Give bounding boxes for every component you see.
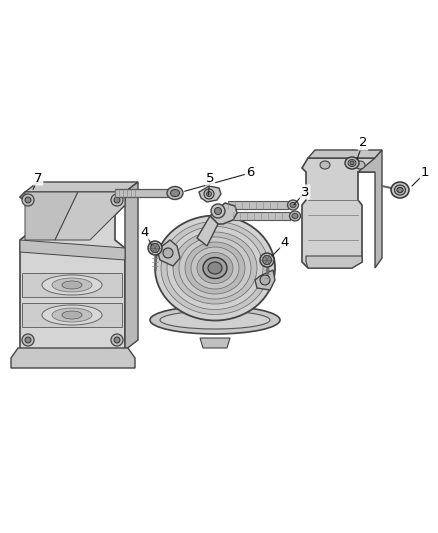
Polygon shape [25,182,138,192]
Ellipse shape [260,275,270,285]
Text: 7: 7 [34,172,42,184]
Text: 4: 4 [281,237,289,249]
Ellipse shape [62,311,82,319]
Ellipse shape [111,194,123,206]
Ellipse shape [167,227,263,310]
Polygon shape [228,201,288,209]
Ellipse shape [206,191,212,197]
Ellipse shape [111,334,123,346]
Polygon shape [125,182,138,350]
Ellipse shape [391,182,409,198]
Ellipse shape [160,311,270,329]
Ellipse shape [148,241,162,255]
Polygon shape [115,189,168,197]
Ellipse shape [345,157,359,169]
Text: 3: 3 [301,185,309,198]
Ellipse shape [52,308,92,322]
Text: 5: 5 [206,172,214,184]
Ellipse shape [350,161,354,165]
Polygon shape [157,240,180,266]
Ellipse shape [260,253,274,267]
Ellipse shape [197,253,233,284]
Ellipse shape [262,255,272,264]
Ellipse shape [22,334,34,346]
Polygon shape [22,273,122,297]
Ellipse shape [161,222,269,314]
Ellipse shape [204,189,214,199]
Ellipse shape [203,257,227,279]
Ellipse shape [191,247,239,289]
Polygon shape [197,216,218,246]
Ellipse shape [25,197,31,203]
Polygon shape [233,212,290,220]
Polygon shape [302,158,378,268]
Ellipse shape [397,188,403,192]
Ellipse shape [287,200,299,210]
Ellipse shape [208,262,222,274]
Ellipse shape [151,244,159,253]
Polygon shape [210,203,237,224]
Ellipse shape [150,306,280,334]
Ellipse shape [62,281,82,289]
Text: 1: 1 [421,166,429,180]
Polygon shape [308,150,382,158]
Ellipse shape [211,204,225,218]
Polygon shape [22,303,122,327]
Polygon shape [25,192,78,240]
Text: 6: 6 [246,166,254,180]
Ellipse shape [348,159,356,166]
Polygon shape [20,240,125,260]
Ellipse shape [292,214,298,219]
Ellipse shape [355,161,365,169]
Ellipse shape [114,337,120,343]
Ellipse shape [155,215,275,320]
Ellipse shape [25,337,31,343]
Polygon shape [200,338,230,348]
Ellipse shape [167,187,183,199]
Ellipse shape [290,203,296,207]
Ellipse shape [170,190,180,197]
Polygon shape [358,150,382,268]
Polygon shape [55,192,125,240]
Ellipse shape [42,275,102,295]
Ellipse shape [52,278,92,292]
Ellipse shape [114,197,120,203]
Ellipse shape [179,237,251,299]
Polygon shape [11,348,135,368]
Text: 2: 2 [359,136,367,149]
Ellipse shape [215,207,222,214]
Text: 4: 4 [141,225,149,238]
Ellipse shape [163,248,173,258]
Ellipse shape [320,161,330,169]
Ellipse shape [185,242,245,294]
Ellipse shape [173,232,257,304]
Ellipse shape [22,194,34,206]
Polygon shape [20,192,125,350]
Ellipse shape [42,305,102,325]
Polygon shape [306,256,362,268]
Polygon shape [199,186,221,202]
Ellipse shape [290,211,300,221]
Polygon shape [255,270,275,290]
Ellipse shape [395,185,406,195]
